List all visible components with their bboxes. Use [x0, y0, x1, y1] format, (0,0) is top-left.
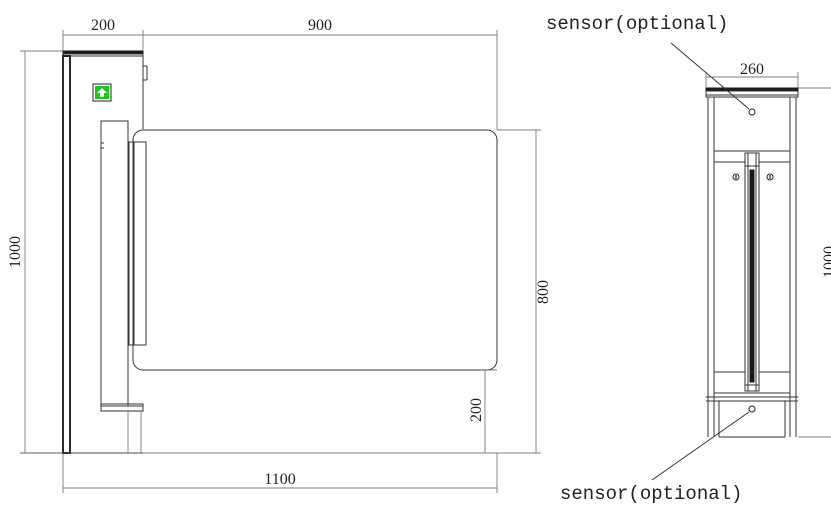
dim-side-height: 1000	[798, 87, 831, 438]
dim-panel-height-label: 800	[535, 280, 552, 304]
dim-overall-width-label: 1100	[264, 471, 295, 488]
glass-gate-panel	[132, 129, 498, 371]
dim-gate-width: 900	[143, 17, 498, 130]
front-view: 200 900 1000 800 200	[7, 17, 552, 493]
dim-post-width: 200	[62, 17, 144, 51]
dim-side-top-width: 260	[705, 61, 799, 88]
dim-post-width-label: 200	[91, 17, 115, 34]
gate-hinge-bracket	[100, 120, 147, 453]
up-arrow-icon	[92, 83, 112, 102]
dim-panel-height: 800	[497, 129, 552, 454]
sensor-bottom-icon	[748, 405, 756, 413]
dim-overall-height: 1000	[7, 50, 63, 454]
post-front-edge	[62, 55, 71, 454]
dim-overall-width: 1100	[20, 452, 498, 493]
side-view: sensor(optional) sensor(optional) 260 10…	[546, 13, 831, 505]
dim-side-height-label: 1000	[821, 246, 831, 278]
sensor-bottom-label: sensor(optional)	[560, 483, 742, 505]
hinge-bar	[128, 141, 147, 346]
sensor-bottom-leader	[651, 411, 750, 481]
sensor-top-icon	[748, 108, 756, 116]
screw-icon-right	[766, 173, 774, 181]
dim-ground-clearance-label: 200	[468, 398, 485, 422]
dim-side-top-width-label: 260	[740, 61, 764, 78]
sensor-top-label: sensor(optional)	[546, 13, 728, 35]
sensor-top-leader	[670, 42, 750, 110]
dim-ground-clearance: 200	[468, 369, 497, 453]
dim-gate-width-label: 900	[308, 17, 332, 34]
side-cabinet-body	[706, 97, 798, 438]
side-gate-panel	[744, 152, 760, 392]
screw-icon-left	[732, 173, 740, 181]
dim-overall-height-label: 1000	[7, 236, 24, 268]
post-top-cap-lip	[62, 53, 144, 57]
